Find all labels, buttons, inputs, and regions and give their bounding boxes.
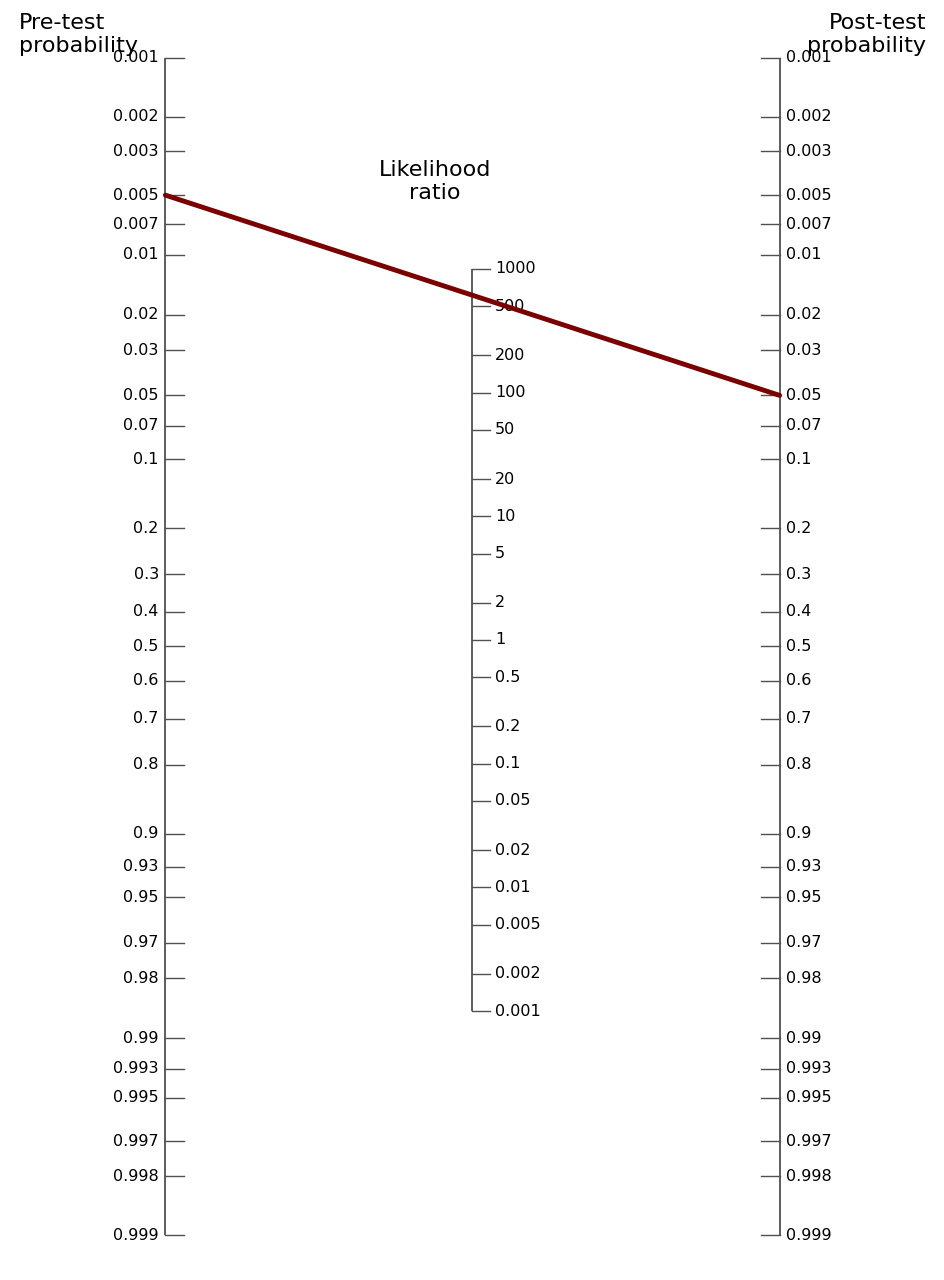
Text: 0.003: 0.003 <box>785 143 831 159</box>
Text: 0.001: 0.001 <box>113 50 159 65</box>
Text: 0.6: 0.6 <box>133 673 159 689</box>
Text: 0.998: 0.998 <box>785 1169 831 1184</box>
Text: 0.95: 0.95 <box>785 890 821 905</box>
Text: 2: 2 <box>495 595 505 611</box>
Text: Pre-test
probability: Pre-test probability <box>19 13 138 56</box>
Text: 1: 1 <box>495 632 505 648</box>
Text: 0.05: 0.05 <box>785 388 821 403</box>
Text: 0.8: 0.8 <box>785 756 811 772</box>
Text: 10: 10 <box>495 508 515 524</box>
Text: 0.93: 0.93 <box>785 859 820 874</box>
Text: Post-test
probability: Post-test probability <box>806 13 925 56</box>
Text: 0.3: 0.3 <box>133 567 159 581</box>
Text: 0.5: 0.5 <box>785 639 811 654</box>
Text: 0.4: 0.4 <box>785 604 811 620</box>
Text: 0.993: 0.993 <box>113 1061 159 1076</box>
Text: 0.005: 0.005 <box>113 188 159 202</box>
Text: 0.002: 0.002 <box>113 109 159 124</box>
Text: 0.002: 0.002 <box>495 966 540 982</box>
Text: 0.01: 0.01 <box>495 879 531 895</box>
Text: 0.2: 0.2 <box>495 719 520 733</box>
Text: 0.9: 0.9 <box>133 826 159 841</box>
Text: 0.99: 0.99 <box>123 1030 159 1046</box>
Text: 0.03: 0.03 <box>124 343 159 357</box>
Text: 0.01: 0.01 <box>785 247 821 262</box>
Text: 0.07: 0.07 <box>785 419 821 434</box>
Text: Likelihood
ratio: Likelihood ratio <box>379 160 490 204</box>
Text: 5: 5 <box>495 547 505 561</box>
Text: 0.2: 0.2 <box>785 521 811 536</box>
Text: 0.993: 0.993 <box>785 1061 831 1076</box>
Text: 0.7: 0.7 <box>785 712 811 726</box>
Text: 0.2: 0.2 <box>133 521 159 536</box>
Text: 1000: 1000 <box>495 261 535 276</box>
Text: 0.5: 0.5 <box>495 669 520 685</box>
Text: 0.02: 0.02 <box>785 307 821 323</box>
Text: 0.97: 0.97 <box>785 936 821 950</box>
Text: 0.01: 0.01 <box>123 247 159 262</box>
Text: 0.1: 0.1 <box>785 452 811 467</box>
Text: 0.995: 0.995 <box>785 1091 831 1105</box>
Text: 0.007: 0.007 <box>113 216 159 232</box>
Text: 0.999: 0.999 <box>785 1228 831 1243</box>
Text: 0.995: 0.995 <box>113 1091 159 1105</box>
Text: 0.1: 0.1 <box>495 756 520 772</box>
Text: 0.03: 0.03 <box>785 343 820 357</box>
Text: 0.3: 0.3 <box>785 567 811 581</box>
Text: 500: 500 <box>495 298 525 314</box>
Text: 0.4: 0.4 <box>133 604 159 620</box>
Text: 0.997: 0.997 <box>113 1134 159 1149</box>
Text: 50: 50 <box>495 422 514 438</box>
Text: 0.02: 0.02 <box>495 842 531 858</box>
Text: 0.97: 0.97 <box>123 936 159 950</box>
Text: 0.997: 0.997 <box>785 1134 831 1149</box>
Text: 0.007: 0.007 <box>785 216 831 232</box>
Text: 0.998: 0.998 <box>113 1169 159 1184</box>
Text: 0.005: 0.005 <box>495 918 540 932</box>
Text: 0.07: 0.07 <box>123 419 159 434</box>
Text: 0.999: 0.999 <box>113 1228 159 1243</box>
Text: 0.001: 0.001 <box>785 50 831 65</box>
Text: 0.003: 0.003 <box>113 143 159 159</box>
Text: 0.7: 0.7 <box>133 712 159 726</box>
Text: 0.9: 0.9 <box>785 826 811 841</box>
Text: 0.99: 0.99 <box>785 1030 821 1046</box>
Text: 0.5: 0.5 <box>133 639 159 654</box>
Text: 0.6: 0.6 <box>785 673 811 689</box>
Text: 0.98: 0.98 <box>123 970 159 986</box>
Text: 0.98: 0.98 <box>785 970 821 986</box>
Text: 200: 200 <box>495 348 525 362</box>
Text: 20: 20 <box>495 471 514 486</box>
Text: 0.8: 0.8 <box>133 756 159 772</box>
Text: 0.95: 0.95 <box>123 890 159 905</box>
Text: 0.001: 0.001 <box>495 1004 540 1019</box>
Text: 100: 100 <box>495 385 525 401</box>
Text: 0.002: 0.002 <box>785 109 831 124</box>
Text: 0.93: 0.93 <box>124 859 159 874</box>
Text: 0.1: 0.1 <box>133 452 159 467</box>
Text: 0.05: 0.05 <box>123 388 159 403</box>
Text: 0.02: 0.02 <box>123 307 159 323</box>
Text: 0.005: 0.005 <box>785 188 831 202</box>
Text: 0.05: 0.05 <box>495 794 531 809</box>
